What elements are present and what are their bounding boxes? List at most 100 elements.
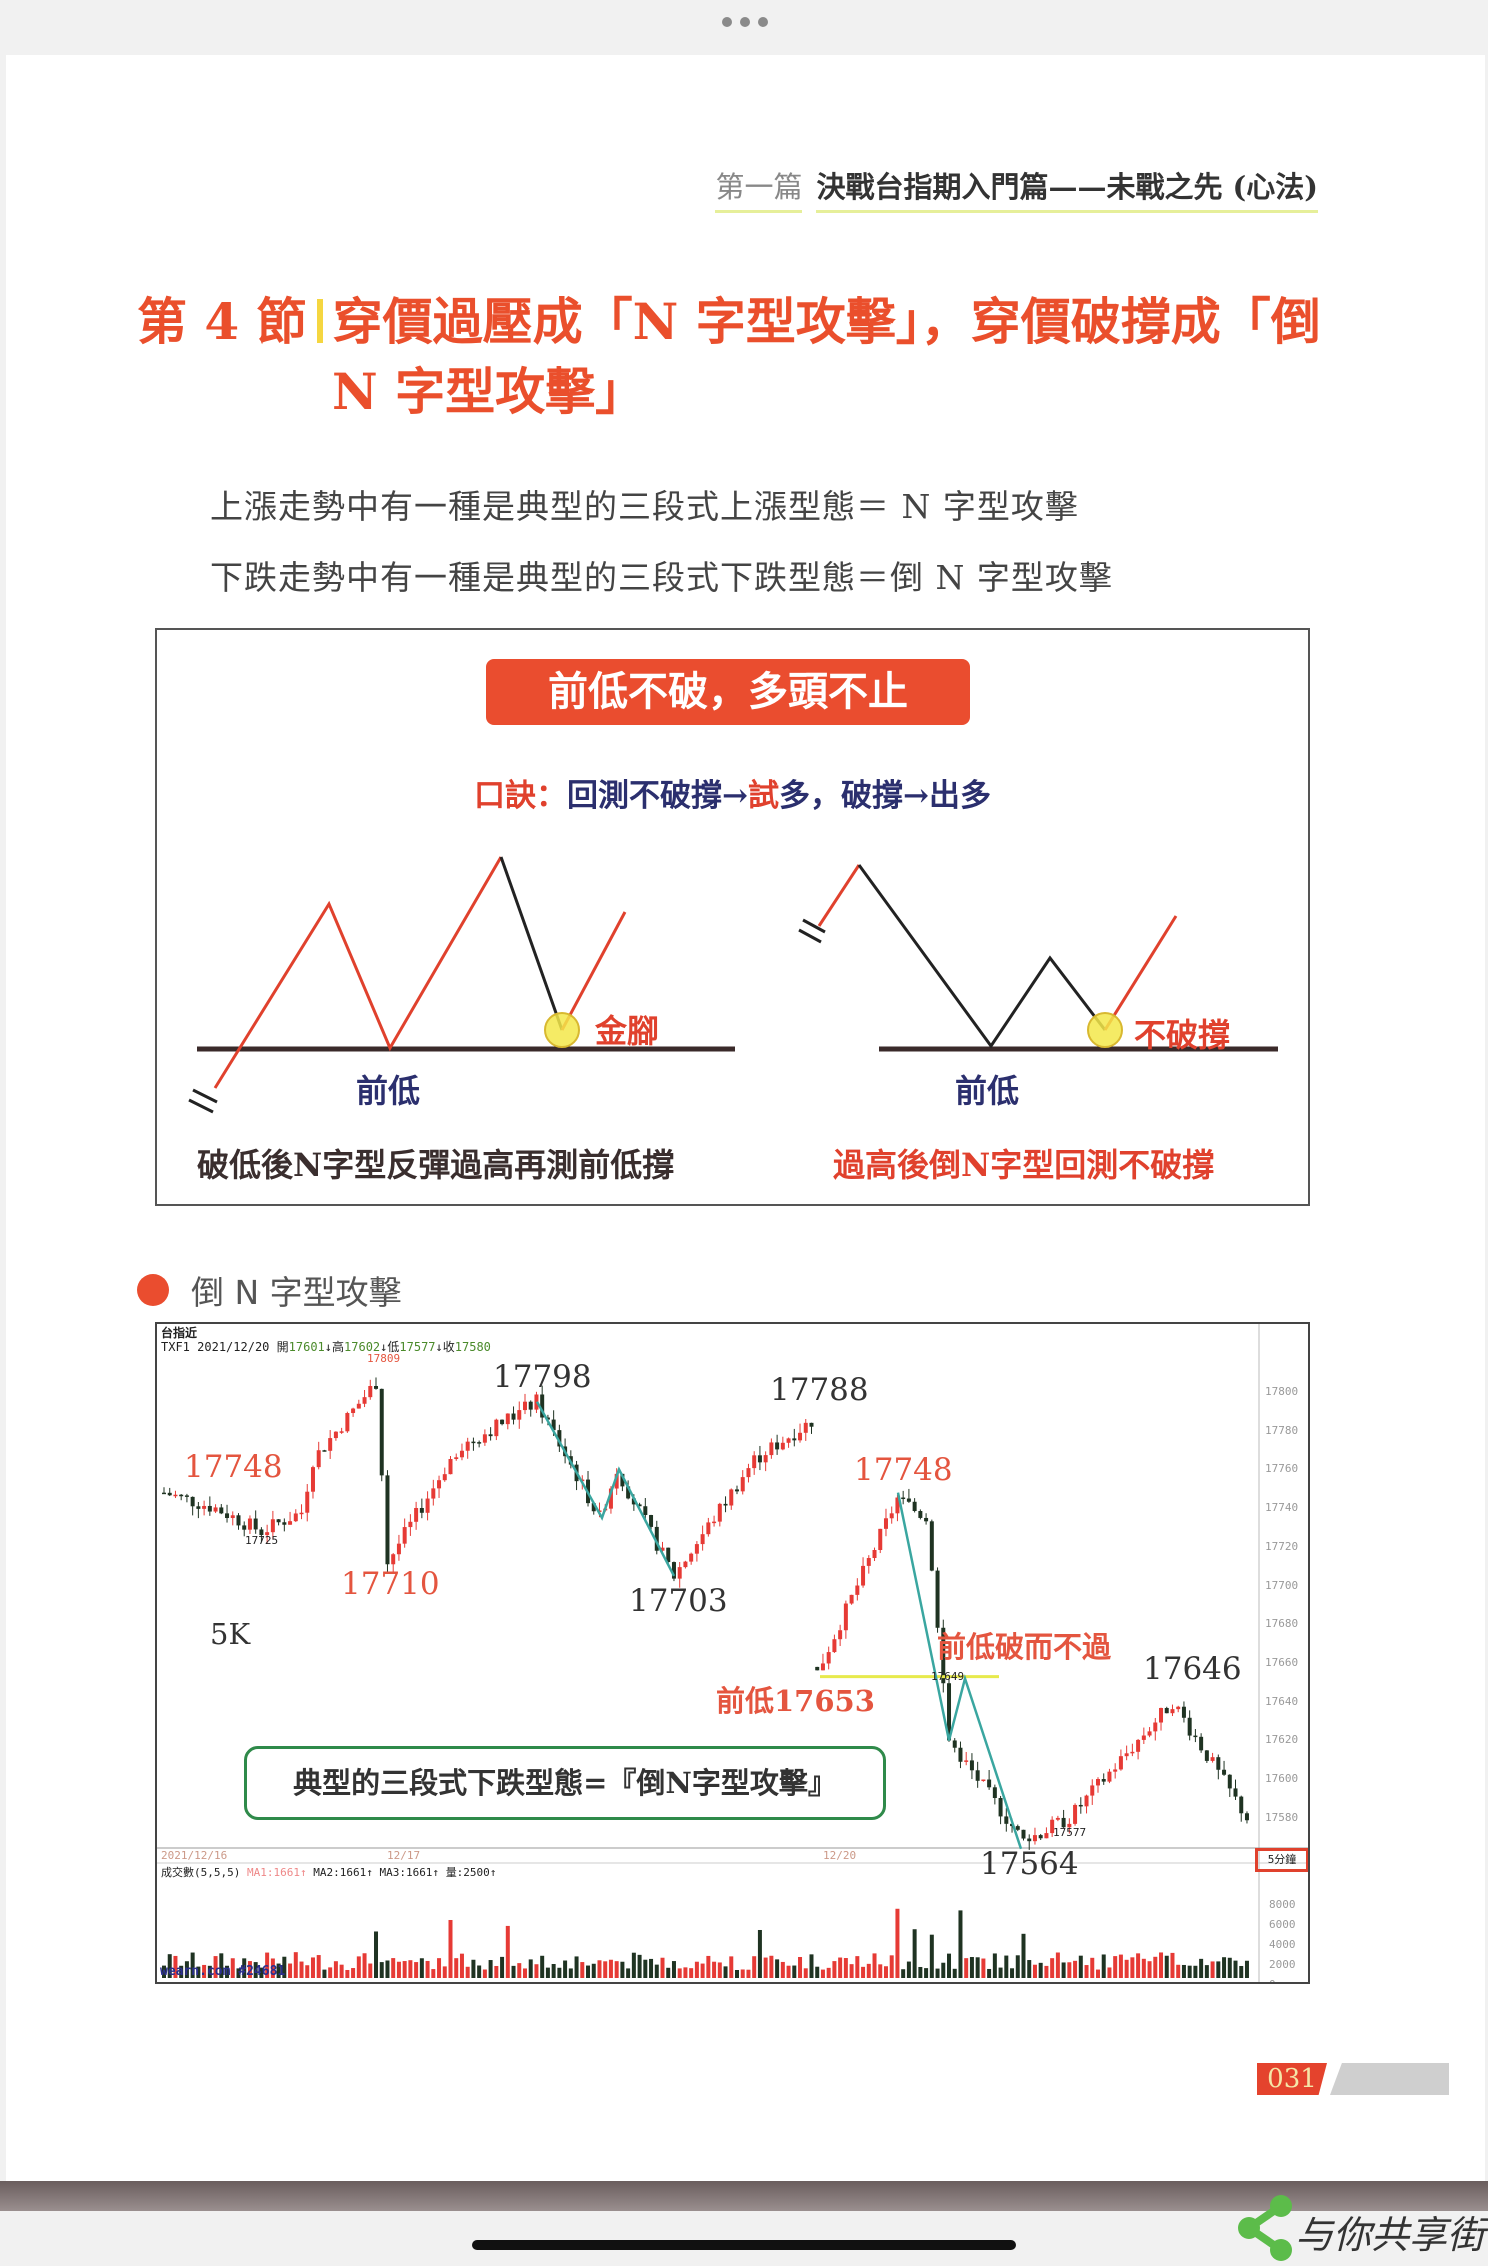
volume-bar — [1118, 1954, 1123, 1978]
watermark: 与你共享街 — [1235, 2192, 1485, 2262]
candle-up — [1107, 1771, 1112, 1782]
more-options-icon[interactable] — [722, 17, 768, 29]
candle-up — [465, 1441, 470, 1451]
candle-down — [626, 1486, 631, 1499]
candle-down — [792, 1438, 797, 1441]
open-value: 17601 — [288, 1340, 325, 1354]
volume-bar — [391, 1958, 396, 1978]
volume-bar — [1147, 1961, 1152, 1978]
volume-bar — [1113, 1956, 1118, 1978]
candle-up — [826, 1652, 831, 1664]
share-icon — [1238, 2195, 1292, 2261]
volume-bar — [574, 1956, 579, 1978]
volume-bar — [798, 1956, 803, 1978]
volume-axis-label: 2000 — [1269, 1958, 1296, 1971]
volume-bar — [626, 1968, 631, 1978]
candle-up — [895, 1497, 900, 1514]
right-caption: 過高後倒N字型回測不破撐 — [833, 1146, 1215, 1184]
watermark-text: 与你共享街 — [1295, 2213, 1486, 2257]
candle-up — [442, 1474, 447, 1481]
candle-down — [1239, 1796, 1244, 1814]
volume-bar — [442, 1966, 447, 1978]
volume-header: 成交數(5,5,5) MA1:1661↑ MA2:1661↑ MA3:1661↑… — [161, 1864, 496, 1880]
volume-bar — [866, 1963, 871, 1978]
volume-bar — [969, 1957, 974, 1978]
volume-bar — [1204, 1965, 1209, 1978]
candle-up — [396, 1543, 401, 1555]
n-pattern-rebound — [560, 911, 627, 1031]
volume-bar — [396, 1961, 401, 1978]
volume-bar — [219, 1953, 224, 1978]
candle-up — [402, 1527, 407, 1544]
volume-bar — [1187, 1965, 1192, 1978]
candle-up — [1090, 1785, 1095, 1796]
support-hold-label: 不破撐 — [1134, 1016, 1231, 1054]
candle-up — [1136, 1739, 1141, 1752]
volume-bar — [861, 1966, 866, 1978]
candle-up — [1032, 1835, 1037, 1842]
golden-foot-marker — [544, 1012, 580, 1048]
candle-up — [700, 1534, 705, 1545]
candle-down — [952, 1740, 957, 1748]
volume-bar — [1055, 1952, 1060, 1978]
volume-bar — [196, 1966, 201, 1978]
price-axis-label: 17600 — [1265, 1772, 1299, 1786]
volume-axis-label: 4000 — [1269, 1938, 1296, 1951]
candle-up — [356, 1403, 361, 1409]
volume-label: 第一篇 — [715, 170, 803, 213]
candle-down — [1244, 1813, 1249, 1821]
candle-down — [637, 1504, 642, 1507]
next-page-edge — [0, 2181, 1488, 2211]
volume-bar — [826, 1967, 831, 1978]
candle-down — [1038, 1835, 1043, 1839]
candle-up — [786, 1438, 791, 1443]
volume-bar — [591, 1963, 596, 1978]
page-number-band — [1330, 2063, 1449, 2095]
inverted-n-start — [817, 864, 861, 927]
quote-line: TXF1 2021/12/20 開17601↓高17602↓低17577↓收17… — [161, 1340, 491, 1354]
candle-up — [608, 1488, 613, 1509]
volume-bar — [465, 1966, 470, 1978]
volume-bar — [517, 1963, 522, 1978]
volume-bar — [545, 1967, 550, 1978]
volume-bar — [1159, 1952, 1164, 1978]
candle-up — [872, 1549, 877, 1559]
candle-up — [437, 1480, 442, 1489]
volume-bar — [763, 1957, 768, 1978]
volume-bar — [414, 1962, 419, 1978]
volume-bar — [780, 1961, 785, 1978]
home-indicator[interactable] — [472, 2240, 1016, 2250]
candle-down — [488, 1434, 493, 1437]
candle-up — [861, 1565, 866, 1586]
volume-bar — [236, 1968, 241, 1978]
volume-bar — [500, 1956, 505, 1978]
candle-down — [253, 1518, 258, 1530]
candle-down — [723, 1503, 728, 1506]
volume-bar — [631, 1952, 636, 1978]
period-selector[interactable]: 5分鐘 — [1255, 1848, 1308, 1872]
volume-ma1: MA1:1661↑ — [246, 1866, 307, 1879]
candle-down — [1061, 1817, 1066, 1828]
volume-bar — [1153, 1956, 1158, 1978]
volume-bar — [649, 1958, 654, 1978]
candle-down — [167, 1492, 172, 1496]
volume-bar — [534, 1964, 539, 1978]
volume-bar — [1222, 1957, 1227, 1978]
candle-up — [1210, 1757, 1215, 1761]
inverted-n-pattern — [857, 864, 1107, 1049]
volume-bar — [230, 1958, 235, 1978]
volume-bar — [459, 1953, 464, 1978]
volume-bar — [1170, 1952, 1175, 1978]
left-caption: 破低後N字型反彈過高再測前低撐 — [197, 1146, 675, 1184]
label-17725: 17725 — [245, 1534, 279, 1547]
inverted-n-rebound — [1103, 915, 1178, 1031]
candle-down — [379, 1388, 384, 1476]
candle-up — [1067, 1823, 1072, 1828]
volume-bar — [362, 1953, 367, 1978]
candle-down — [992, 1787, 997, 1799]
volume-bar — [1176, 1964, 1181, 1978]
volume-bar — [345, 1969, 350, 1978]
volume-bar — [1141, 1958, 1146, 1978]
open-label: 開 — [276, 1340, 289, 1354]
volume-bar — [505, 1925, 510, 1978]
